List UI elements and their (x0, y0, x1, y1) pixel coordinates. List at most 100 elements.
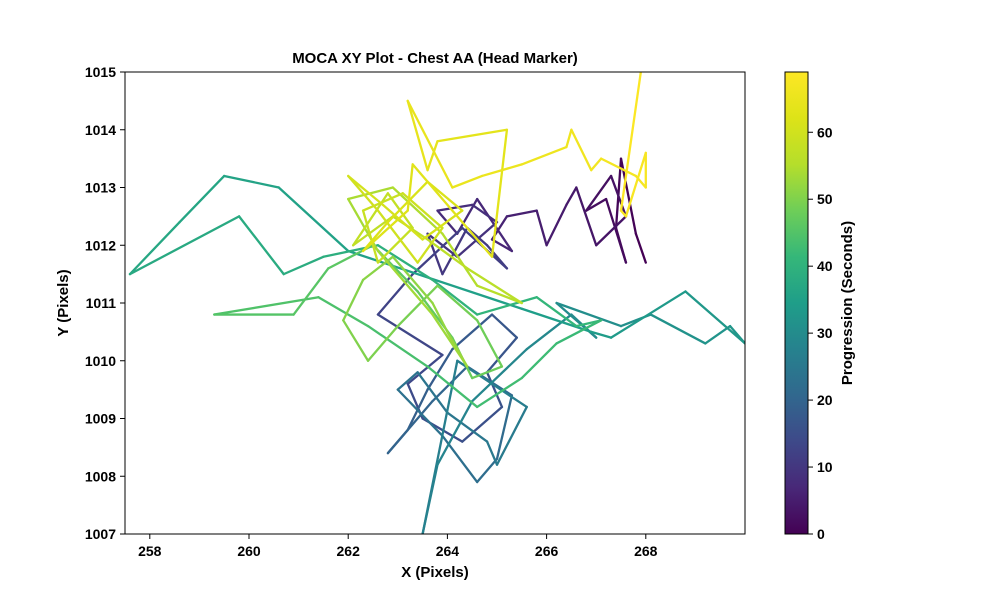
x-tick-label: 268 (634, 543, 658, 559)
colorbar-ticks: 0 10 20 30 40 50 60 (808, 124, 833, 542)
y-tick-label: 1015 (85, 64, 116, 80)
trajectory-segment (649, 313, 707, 345)
trajectory-segment (416, 371, 449, 414)
trajectory-segment (391, 255, 434, 305)
trajectory-segment (535, 209, 548, 247)
trajectory-segment (406, 99, 429, 172)
trajectory-segment (441, 232, 479, 287)
trajectory-segment (361, 255, 394, 282)
trajectory-segment (426, 365, 479, 409)
y-tick-label: 1013 (85, 180, 116, 196)
trajectory-segment (406, 353, 444, 386)
trajectory-segment (585, 197, 608, 212)
trajectory-segment (520, 342, 558, 380)
trajectory-segment (396, 371, 419, 391)
trajectory-segment (436, 284, 479, 322)
trajectory-segment (565, 186, 578, 206)
y-tick-label: 1011 (86, 295, 117, 311)
trajectory-segment (595, 215, 628, 247)
colorbar-tick-label: 40 (817, 258, 833, 274)
trajectory-segment (466, 267, 523, 305)
x-tick-label: 266 (535, 543, 559, 559)
trajectory-segment (476, 284, 523, 305)
trajectory-segment (495, 394, 514, 461)
trajectory-segment (585, 174, 613, 212)
y-axis-ticks: 1007 1008 1009 1010 1011 1012 1013 1014 1015 (85, 64, 125, 542)
trajectory-segment (476, 457, 499, 484)
trajectory-segment (366, 324, 399, 362)
trajectory-segment (431, 278, 479, 316)
trajectory-segment (361, 192, 404, 212)
trajectory-segment (431, 301, 449, 334)
trajectory-segment (426, 140, 439, 172)
trajectory-segment (178, 174, 226, 224)
trajectory-segment (366, 324, 429, 368)
trajectory-segment (476, 319, 504, 368)
y-tick-label: 1008 (85, 468, 116, 484)
trajectory-segment (376, 226, 414, 264)
trajectory-segment (431, 313, 469, 368)
trajectory-segment (128, 220, 181, 276)
trajectory-segment (590, 330, 613, 339)
trajectory-segment (282, 255, 325, 276)
trajectory-segment (451, 313, 494, 351)
trajectory-segment (634, 232, 647, 264)
trajectory-segment (342, 319, 370, 362)
plot-frame (124, 71, 746, 535)
trajectory-segment (604, 197, 628, 264)
x-tick-label: 262 (337, 543, 361, 559)
trajectory-segment (237, 215, 285, 276)
trajectory-segment (376, 313, 444, 357)
trajectory-segment (436, 400, 474, 466)
trajectory-segment (471, 365, 504, 380)
colorbar-tick-label: 0 (817, 526, 825, 542)
trajectory-segment (436, 128, 509, 143)
y-tick-label: 1014 (85, 122, 116, 138)
trajectory-segment (128, 215, 241, 276)
trajectory-segment (485, 371, 504, 409)
colorbar (784, 71, 809, 535)
chart-title: MOCA XY Plot - Chest AA (Head Marker) (292, 50, 578, 67)
trajectory-segment (406, 99, 454, 189)
trajectory-segment (619, 157, 638, 235)
colorbar-label: Progression (Seconds) (839, 221, 856, 385)
trajectory-segment (490, 128, 509, 258)
trajectory-segment (292, 267, 330, 316)
trajectory-segment (590, 157, 603, 172)
trajectory-segment (575, 186, 598, 247)
trajectory-segment (476, 376, 523, 409)
trajectory-segment (495, 405, 528, 466)
trajectory-segment (570, 128, 593, 172)
trajectory-segment (411, 226, 464, 276)
trajectory-segment (600, 157, 638, 178)
trajectory-segment (213, 296, 320, 316)
x-tick-label: 258 (138, 543, 162, 559)
colorbar-tick-label: 60 (817, 124, 833, 140)
colorbar-tick-label: 10 (817, 459, 833, 475)
trajectory-segment (342, 278, 365, 322)
trajectory-segment (376, 249, 434, 316)
trajectory-segment (361, 209, 409, 253)
trajectory-segment (520, 145, 568, 166)
trajectory-segment (451, 174, 484, 189)
trajectory-segment (525, 313, 573, 351)
colorbar-tick-label: 20 (817, 392, 833, 408)
trajectory-segment (361, 209, 380, 264)
x-axis-ticks: 258 260 262 264 266 268 (138, 534, 658, 559)
trajectory-segment (704, 324, 732, 345)
trajectory-segment (545, 203, 568, 247)
trajectory-segment (480, 163, 523, 178)
trajectory-segment (277, 186, 350, 253)
y-axis-label: Y (Pixels) (55, 269, 72, 336)
trajectory-segment (461, 405, 504, 443)
trajectory-segment (471, 203, 499, 224)
x-tick-label: 260 (237, 543, 261, 559)
x-tick-label: 264 (436, 543, 460, 559)
trajectory-segment (396, 284, 439, 328)
trajectory-segment (376, 244, 434, 282)
y-tick-label: 1007 (85, 526, 116, 542)
trajectory-segment (471, 348, 528, 403)
trajectory-segment (347, 174, 380, 212)
trajectory-segment (416, 226, 444, 264)
